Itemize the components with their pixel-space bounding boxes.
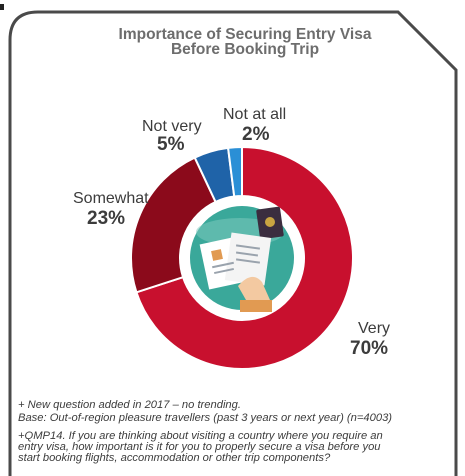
slice-label-not-very: Not very	[142, 118, 202, 135]
note-question-line1: +QMP14. If you are thinking about visiti…	[18, 430, 383, 442]
note-trending: + New question added in 2017 – no trendi…	[18, 399, 241, 411]
note-base: Base: Out-of-region pleasure travellers …	[18, 412, 393, 424]
corner-mark	[0, 4, 4, 10]
slice-not-at-all	[226, 145, 243, 198]
slice-value-very: 70%	[350, 338, 389, 359]
slice-somewhat	[130, 156, 217, 294]
documents-illustration-icon	[196, 206, 284, 312]
slice-label-somewhat: Somewhat	[73, 190, 149, 207]
chart-title-line1: Importance of Securing Entry Visa	[118, 26, 372, 43]
slice-value-somewhat: 23%	[87, 208, 126, 229]
donut-slices	[130, 145, 354, 370]
slice-very	[135, 145, 354, 370]
slice-value-not-very: 5%	[157, 134, 185, 155]
chart-title-line2: Before Booking Trip	[170, 41, 320, 58]
note-question-line2: entry visa, how important is it for you …	[18, 441, 381, 453]
slice-value-not-at-all: 2%	[242, 124, 270, 145]
note-question-line3: start booking flights, accommodation or …	[18, 452, 331, 464]
slice-label-not-at-all: Not at all	[223, 106, 287, 123]
slice-label-very: Very	[358, 320, 391, 337]
